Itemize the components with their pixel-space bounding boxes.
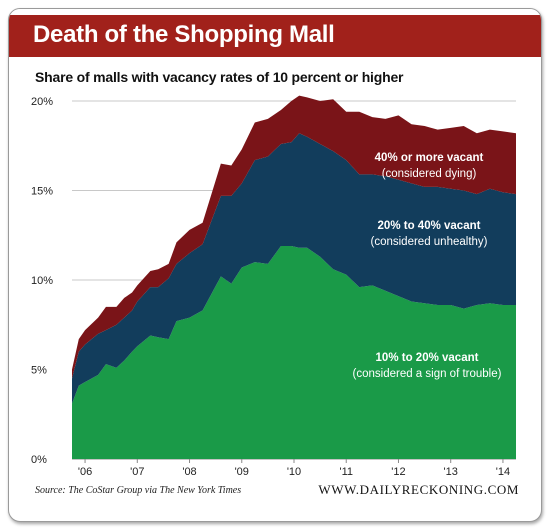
x-tick-label: '11 [339, 466, 353, 478]
series-note: (considered unhealthy) [371, 236, 488, 248]
brand-watermark: WWW.DAILYRECKONING.COM [318, 482, 519, 497]
x-tick-label: '08 [182, 466, 196, 478]
chart-subtitle: Share of malls with vacancy rates of 10 … [35, 69, 404, 85]
x-tick-label: '06 [78, 466, 92, 478]
series-area-1 [72, 245, 516, 459]
area-chart: 0% 5% 10% 15% 20% '06 '07 '08 '09 '10 '11 '12 '13 '1… [31, 95, 516, 478]
x-tick-label: '12 [391, 466, 405, 478]
series-note: (considered dying) [382, 168, 477, 180]
series-area-3 [72, 95, 516, 379]
series-area-2 [72, 133, 516, 404]
x-tick-label: '10 [287, 466, 301, 478]
x-tick-label: '14 [496, 466, 510, 478]
source-note: Source: The CoStar Group via The New Yor… [35, 485, 242, 496]
series-label: 20% to 40% vacant [378, 220, 481, 232]
series-label: 40% or more vacant [375, 152, 484, 164]
x-tick-label: '09 [235, 466, 249, 478]
y-tick-label: 5% [31, 365, 47, 377]
x-tick-label: '07 [130, 466, 144, 478]
x-tick-label: '13 [444, 466, 458, 478]
series-label: 10% to 20% vacant [376, 352, 479, 364]
title-bar: Death of the Shopping Mall [9, 9, 541, 63]
y-tick-label: 15% [31, 186, 53, 198]
series-note: (considered a sign of trouble) [353, 368, 502, 380]
chart-card: Death of the Shopping Mall Share of mall… [8, 8, 542, 522]
y-tick-label: 10% [31, 275, 53, 287]
y-tick-label: 20% [31, 96, 53, 108]
page-title: Death of the Shopping Mall [33, 21, 335, 48]
y-tick-label: 0% [31, 454, 47, 466]
